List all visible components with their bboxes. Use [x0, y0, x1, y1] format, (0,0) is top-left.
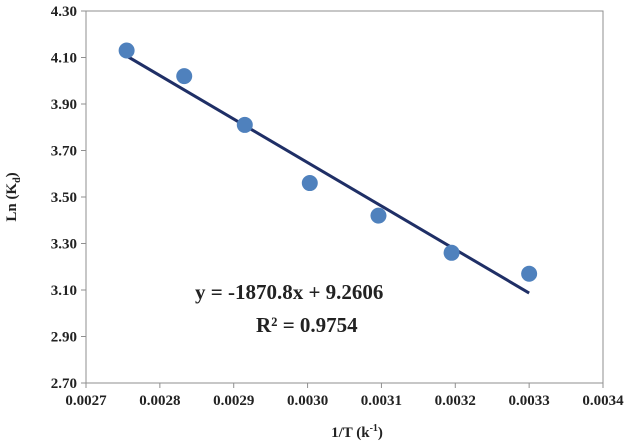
y-axis-title-subscript: d	[12, 177, 23, 183]
data-point	[370, 207, 387, 224]
x-tick-label: 0.0032	[435, 393, 476, 409]
x-axis: 0.0027 0.0028 0.0029 0.0030 0.0031 0.0032 0.00…	[65, 383, 624, 409]
y-axis-title-main: Ln (K	[4, 183, 20, 222]
x-axis-title-superscript: -1	[370, 423, 378, 434]
x-tick-label: 0.0028	[139, 393, 180, 409]
y-tick-label: 3.50	[51, 190, 77, 206]
x-axis-title: 1/T (k-1)	[331, 423, 383, 441]
plot-area-frame	[85, 10, 604, 384]
y-tick-label: 4.10	[51, 51, 77, 67]
y-axis-title: Ln (Kd)	[4, 172, 23, 221]
y-axis-title-end: )	[4, 172, 20, 177]
y-tick-label: 4.30	[51, 4, 77, 20]
trendline	[125, 54, 530, 295]
y-tick-label: 2.70	[51, 376, 77, 392]
x-tick-label: 0.0029	[213, 393, 254, 409]
r-squared-label: R² = 0.9754	[256, 313, 358, 337]
data-point	[521, 265, 538, 282]
y-axis: 2.70 2.90 3.10 3.30 3.50 3.70 3.90 4.10 4.30	[51, 4, 86, 392]
x-tick-label: 0.0027	[65, 393, 107, 409]
y-tick-label: 3.10	[51, 283, 77, 299]
trendline-equation: y = -1870.8x + 9.2606	[195, 280, 383, 304]
y-tick-label: 3.70	[51, 144, 77, 160]
x-axis-title-main: 1/T (k	[331, 425, 370, 441]
x-axis-title-end: )	[378, 425, 383, 441]
data-points	[118, 42, 538, 282]
data-point	[301, 175, 318, 192]
data-point	[236, 116, 253, 133]
data-point	[176, 68, 193, 85]
data-point	[118, 42, 135, 59]
x-tick-label: 0.0033	[509, 393, 550, 409]
x-tick-label: 0.0034	[582, 393, 624, 409]
y-tick-label: 3.30	[51, 237, 77, 253]
y-tick-label: 3.90	[51, 97, 77, 113]
y-tick-label: 2.90	[51, 330, 77, 346]
x-tick-label: 0.0031	[361, 393, 402, 409]
x-tick-label: 0.0030	[287, 393, 328, 409]
data-point	[443, 244, 460, 261]
